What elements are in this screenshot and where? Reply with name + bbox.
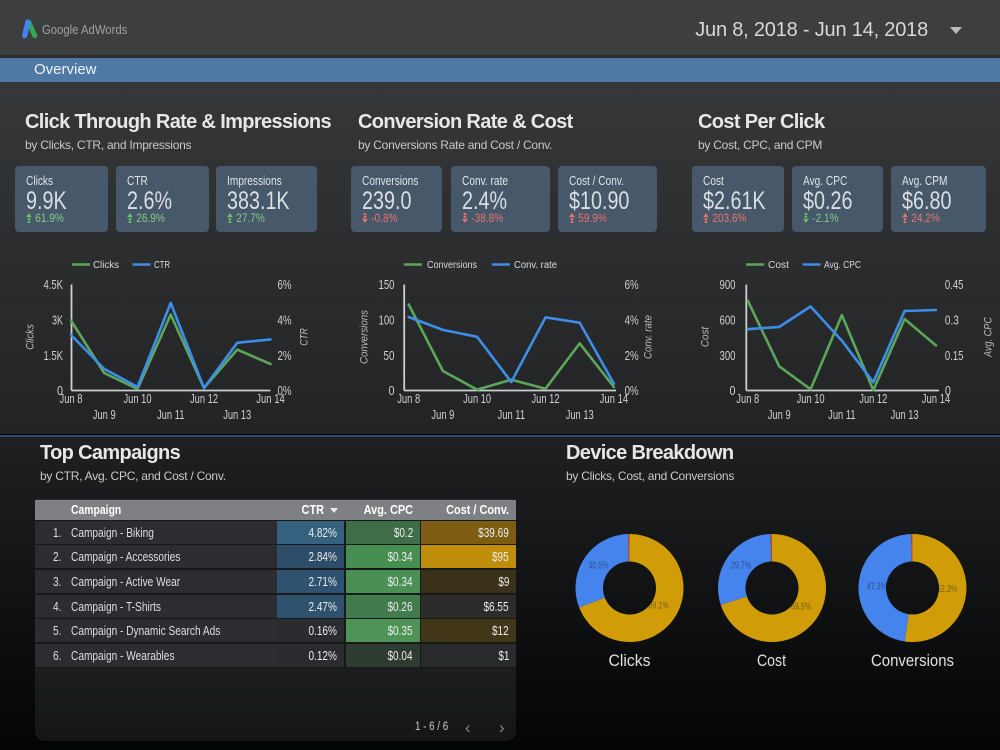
svg-text:600: 600 — [720, 314, 736, 328]
svg-text:30.5%: 30.5% — [589, 561, 609, 572]
svg-text:Cost: Cost — [768, 260, 789, 271]
svg-text:3K: 3K — [52, 314, 63, 328]
svg-text:Jun 8: Jun 8 — [60, 392, 83, 406]
svg-text:Avg. CPC: Avg. CPC — [983, 317, 995, 358]
svg-text:4.5K: 4.5K — [44, 278, 64, 292]
svg-text:Conv. rate: Conv. rate — [514, 260, 557, 271]
svg-text:Jun 10: Jun 10 — [463, 392, 491, 406]
svg-text:Jun 9: Jun 9 — [93, 408, 116, 422]
svg-text:Conv. rate: Conv. rate — [643, 315, 655, 359]
svg-text:300: 300 — [720, 349, 736, 363]
svg-text:0.3: 0.3 — [945, 314, 959, 328]
svg-text:Jun 9: Jun 9 — [431, 408, 454, 422]
svg-text:Clicks: Clicks — [24, 324, 36, 350]
svg-text:47.3%: 47.3% — [867, 582, 887, 593]
svg-text:CTR: CTR — [299, 328, 311, 346]
svg-text:6%: 6% — [625, 278, 639, 292]
svg-text:Jun 8: Jun 8 — [397, 392, 420, 406]
svg-text:Jun 13: Jun 13 — [566, 408, 594, 422]
svg-text:4%: 4% — [625, 314, 639, 328]
svg-text:69.1%: 69.1% — [649, 601, 669, 612]
svg-text:Conversions: Conversions — [359, 310, 371, 364]
svg-text:Jun 14: Jun 14 — [922, 392, 951, 406]
svg-text:29.7%: 29.7% — [731, 561, 751, 572]
svg-text:0: 0 — [945, 384, 951, 398]
svg-text:Jun 8: Jun 8 — [736, 392, 759, 406]
svg-text:Cost: Cost — [757, 652, 786, 670]
svg-text:0.45: 0.45 — [945, 278, 964, 292]
svg-text:2%: 2% — [625, 349, 639, 363]
svg-text:Jun 10: Jun 10 — [797, 392, 825, 406]
svg-text:2%: 2% — [278, 349, 292, 363]
svg-text:Avg. CPC: Avg. CPC — [824, 260, 861, 271]
svg-text:Jun 13: Jun 13 — [891, 408, 919, 422]
svg-text:4%: 4% — [278, 314, 292, 328]
svg-text:1.5K: 1.5K — [44, 349, 64, 363]
svg-text:Conversions: Conversions — [871, 652, 954, 670]
svg-text:0: 0 — [730, 384, 736, 398]
svg-text:0.15: 0.15 — [945, 349, 964, 363]
svg-text:Clicks: Clicks — [93, 260, 119, 271]
svg-text:52.3%: 52.3% — [937, 584, 957, 595]
svg-text:Conversions: Conversions — [427, 260, 477, 271]
svg-text:0%: 0% — [278, 384, 292, 398]
svg-text:Jun 12: Jun 12 — [859, 392, 887, 406]
svg-text:6%: 6% — [278, 278, 292, 292]
svg-text:0%: 0% — [625, 384, 639, 398]
svg-text:Cost: Cost — [700, 326, 712, 347]
svg-text:Jun 10: Jun 10 — [124, 392, 152, 406]
svg-text:50: 50 — [384, 349, 395, 363]
svg-text:Jun 11: Jun 11 — [828, 408, 856, 422]
svg-text:69.9%: 69.9% — [791, 602, 811, 613]
svg-text:Clicks: Clicks — [609, 652, 651, 670]
svg-text:Jun 11: Jun 11 — [157, 408, 185, 422]
svg-text:0: 0 — [57, 384, 63, 398]
svg-text:Jun 9: Jun 9 — [768, 408, 791, 422]
svg-text:100: 100 — [379, 314, 395, 328]
svg-text:0: 0 — [389, 384, 395, 398]
svg-text:Jun 14: Jun 14 — [600, 392, 629, 406]
svg-text:Jun 11: Jun 11 — [498, 408, 526, 422]
svg-text:Jun 12: Jun 12 — [190, 392, 218, 406]
svg-text:Jun 12: Jun 12 — [532, 392, 560, 406]
svg-text:900: 900 — [720, 278, 736, 292]
svg-text:CTR: CTR — [154, 260, 170, 271]
svg-text:150: 150 — [379, 278, 395, 292]
svg-text:Jun 13: Jun 13 — [223, 408, 251, 422]
svg-text:Jun 14: Jun 14 — [256, 392, 285, 406]
